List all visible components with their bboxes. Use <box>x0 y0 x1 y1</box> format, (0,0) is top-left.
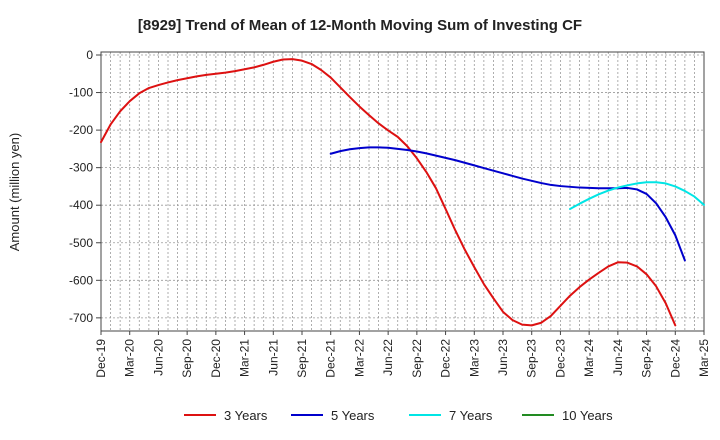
x-tick-label: Jun-21 <box>266 339 280 376</box>
grid <box>100 52 705 331</box>
series-line-3-years <box>100 58 677 327</box>
x-tick-label: Dec-22 <box>439 339 453 378</box>
legend-label-5-years: 5 Years <box>331 408 375 423</box>
y-tick-label: -600 <box>69 273 93 287</box>
y-tick-label: -700 <box>69 311 93 325</box>
y-axis: 0 -100 -200 -300 -400 -500 -600 -700 <box>69 48 101 325</box>
x-tick-label: Mar-22 <box>352 339 366 377</box>
legend-label-7-years: 7 Years <box>449 408 493 423</box>
x-tick-label: Sep-20 <box>180 339 194 378</box>
x-tick-label: Sep-23 <box>525 339 539 378</box>
x-tick-label: Mar-21 <box>238 339 252 377</box>
y-axis-label: Amount (million yen) <box>7 133 22 252</box>
legend-label-10-years: 10 Years <box>562 408 613 423</box>
y-tick-label: -500 <box>69 236 93 250</box>
x-tick-label: Sep-22 <box>410 339 424 378</box>
x-tick-label: Jun-23 <box>496 339 510 376</box>
y-tick-label: -400 <box>69 198 93 212</box>
y-tick-label: -300 <box>69 161 93 175</box>
legend: 3 Years 5 Years 7 Years 10 Years <box>184 408 613 423</box>
y-tick-label: -100 <box>69 86 93 100</box>
x-tick-label: Jun-24 <box>611 339 625 376</box>
x-tick-label: Dec-20 <box>209 339 223 378</box>
x-tick-label: Mar-20 <box>123 339 137 377</box>
x-tick-label: Sep-21 <box>295 339 309 378</box>
x-tick-label: Dec-19 <box>94 339 108 378</box>
x-tick-label: Mar-24 <box>582 339 596 377</box>
chart-title: [8929] Trend of Mean of 12-Month Moving … <box>138 17 582 34</box>
series-line-7-years <box>569 181 705 210</box>
x-tick-label: Jun-20 <box>151 339 165 376</box>
y-tick-label: -200 <box>69 123 93 137</box>
x-tick-label: Dec-23 <box>553 339 567 378</box>
x-tick-label: Jun-22 <box>381 339 395 376</box>
x-tick-label: Dec-21 <box>324 339 338 378</box>
y-tick-label: 0 <box>86 48 93 62</box>
x-axis: Dec-19 Mar-20 Jun-20 Sep-20 Dec-20 Mar-21 Jun-… <box>94 331 711 378</box>
series-lines <box>100 58 705 327</box>
x-tick-label: Sep-24 <box>640 339 654 378</box>
plot-area <box>100 51 705 332</box>
x-tick-label: Dec-24 <box>668 339 682 378</box>
x-tick-label: Mar-23 <box>467 339 481 377</box>
legend-label-3-years: 3 Years <box>224 408 268 423</box>
x-tick-label: Mar-25 <box>697 339 711 377</box>
series-line-5-years <box>329 146 686 262</box>
